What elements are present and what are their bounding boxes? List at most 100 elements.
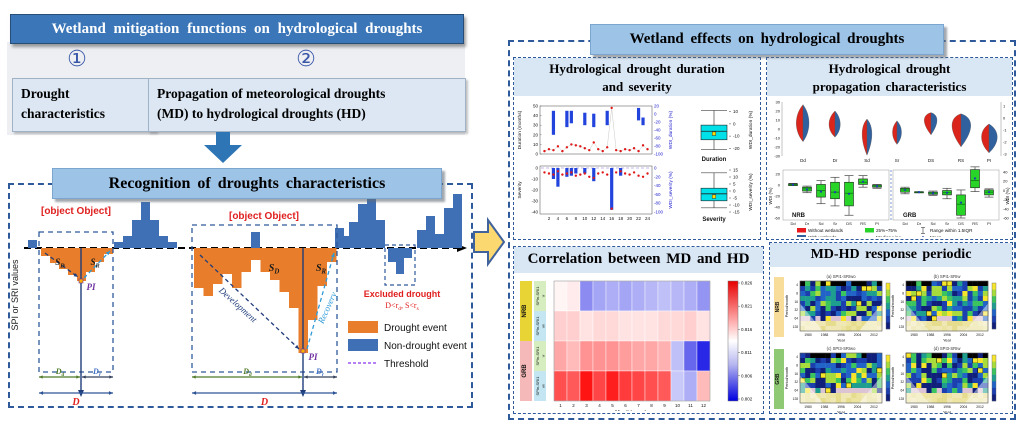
svg-text:7: 7 <box>637 403 640 408</box>
diagram-legend: Drought event Non-drought event Threshold <box>348 321 467 370</box>
svg-text:-60: -60 <box>654 192 661 197</box>
svg-text:SPIn-SRI1: SPIn-SRI1 <box>535 376 540 396</box>
svg-text:RS: RS <box>860 221 866 226</box>
svg-text:1988: 1988 <box>821 333 829 337</box>
svg-text:-10: -10 <box>733 134 740 139</box>
svg-text:1996: 1996 <box>943 333 951 337</box>
svg-text:0: 0 <box>1003 188 1006 193</box>
svg-text:(a) SPI1-SRIwo: (a) SPI1-SRIwo <box>826 274 856 279</box>
panel-response-periodic: MD-HD response periodic NRB GRB (a) SPI1-S… <box>769 242 1013 415</box>
svg-text:RS: RS <box>972 221 978 226</box>
svg-text:0: 0 <box>733 189 736 194</box>
panel3-header: Correlation between MD and HD <box>514 247 763 273</box>
svg-text:10: 10 <box>675 403 681 408</box>
svg-text:11: 11 <box>688 403 693 408</box>
svg-text:1996: 1996 <box>943 405 951 409</box>
svg-text:4: 4 <box>557 216 560 221</box>
svg-text:5: 5 <box>611 403 614 408</box>
svg-text:(d) SPI3-SRIw: (d) SPI3-SRIw <box>934 346 962 351</box>
svg-text:8: 8 <box>575 216 578 221</box>
svg-text:10: 10 <box>582 216 588 221</box>
svg-text:wo: wo <box>542 324 546 328</box>
svg-text:-100: -100 <box>654 210 664 215</box>
svg-text:12: 12 <box>701 403 707 408</box>
svg-text:[object Object]: [object Object] <box>41 206 111 217</box>
svg-text:2012: 2012 <box>976 333 984 337</box>
svg-text:D: D <box>71 397 79 408</box>
svg-text:Dr: Dr <box>833 158 838 163</box>
svg-text:40: 40 <box>1003 170 1008 175</box>
svg-text:1996: 1996 <box>837 333 845 337</box>
svg-text:SPIn-SRI1: SPIn-SRI1 <box>535 316 540 336</box>
svg-text:14: 14 <box>600 216 606 221</box>
svg-text:-2: -2 <box>1003 140 1007 145</box>
svg-text:2012: 2012 <box>870 405 878 409</box>
svg-text:Duration: Duration <box>702 157 727 163</box>
svg-text:-40: -40 <box>654 128 661 133</box>
svg-text:NRB: NRB <box>775 301 781 312</box>
svg-text:1988: 1988 <box>927 333 935 337</box>
svg-text:2012: 2012 <box>976 405 984 409</box>
panel1-title-line1: Hydrological drought duration <box>549 61 725 76</box>
svg-text:PI: PI <box>87 282 96 292</box>
svg-text:WDI_severity (%): WDI_severity (%) <box>748 173 754 211</box>
svg-text:-60: -60 <box>774 216 781 221</box>
down-arrow-icon <box>204 132 242 163</box>
svg-text:8: 8 <box>650 403 653 408</box>
left-title-banner: Wetland mitigation functions on hydrolog… <box>10 14 464 44</box>
svg-text:-5: -5 <box>733 196 737 201</box>
svg-text:20: 20 <box>533 133 539 138</box>
svg-text:Duration (months): Duration (months) <box>517 111 523 150</box>
svg-text:-20: -20 <box>774 145 781 150</box>
svg-text:WDI_duration (%): WDI_duration (%) <box>668 111 674 150</box>
svg-text:-10: -10 <box>774 136 781 141</box>
svg-text:64: 64 <box>900 317 904 321</box>
svg-text:-30: -30 <box>774 154 781 159</box>
box2-line1: Propagation of meteorological droughts <box>157 86 386 101</box>
svg-text:PI: PI <box>987 158 991 163</box>
svg-text:64: 64 <box>794 389 798 393</box>
svg-text:PI: PI <box>875 221 879 226</box>
wavelet-plot-1 <box>905 280 989 332</box>
svg-text:Monthly scale: Monthly scale <box>615 410 649 411</box>
right-title-banner: Wetland effects on hydrological droughts <box>590 24 944 55</box>
svg-text:20: 20 <box>1003 179 1008 184</box>
svg-text:9: 9 <box>663 403 666 408</box>
svg-text:6: 6 <box>566 216 569 221</box>
svg-text:1980: 1980 <box>910 405 918 409</box>
svg-text:1980: 1980 <box>804 405 812 409</box>
panel-propagation: Hydrological drought propagation charact… <box>766 57 1013 240</box>
svg-text:0: 0 <box>654 112 657 117</box>
panel4-header: MD-HD response periodic <box>770 243 1012 267</box>
svg-text:Non-drought event: Non-drought event <box>384 341 467 352</box>
svg-text:1996: 1996 <box>837 405 845 409</box>
svg-text:2004: 2004 <box>854 405 862 409</box>
svg-text:-40: -40 <box>1003 207 1010 212</box>
svg-text:-30: -30 <box>531 199 538 204</box>
svg-text:-20: -20 <box>654 120 661 125</box>
panel-correlation: Correlation between MD and HD NRB GRB SPIn… <box>513 246 764 416</box>
svg-text:Sr: Sr <box>945 221 950 226</box>
svg-text:20: 20 <box>776 109 781 114</box>
svg-text:0.806: 0.806 <box>741 373 753 378</box>
svg-text:Year: Year <box>943 338 952 343</box>
svg-text:(b) SPI1-SRIw: (b) SPI1-SRIw <box>934 274 962 279</box>
svg-text:-20: -20 <box>733 146 740 151</box>
svg-text:16: 16 <box>609 216 615 221</box>
svg-text:Dd: Dd <box>790 221 795 226</box>
svg-text:-60: -60 <box>654 136 661 141</box>
propagation-box: Propagation of meteorological droughts (… <box>148 78 466 132</box>
svg-text:-40: -40 <box>774 205 781 210</box>
svg-text:0: 0 <box>654 166 657 171</box>
svg-text:40: 40 <box>533 113 539 118</box>
recognition-text: Recognition of droughts characteristics <box>108 174 386 192</box>
svg-text:22: 22 <box>636 216 642 221</box>
svg-text:Period/month: Period/month <box>891 367 895 390</box>
svg-text:Dd​: Dd​ <box>242 367 252 378</box>
svg-text:24: 24 <box>645 216 651 221</box>
drought-recognition-chart: SPI or SRI values [object Object] [object … <box>10 194 467 408</box>
wavelet-plot-2 <box>799 352 883 404</box>
step-1-number: ① <box>67 47 87 72</box>
svg-text:0: 0 <box>1003 116 1006 121</box>
